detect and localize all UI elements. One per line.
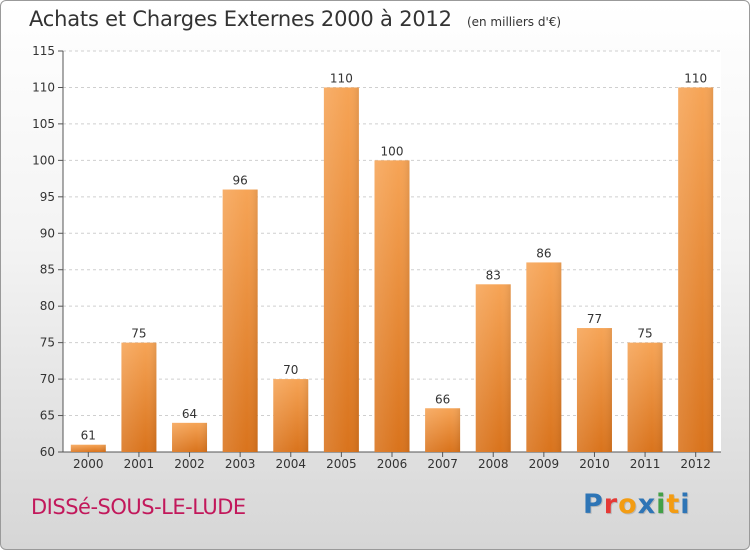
- bar-shade: [475, 284, 511, 452]
- x-tick-label: 2006: [377, 457, 408, 471]
- bar-shade: [172, 422, 208, 452]
- logo-letter: t: [666, 489, 681, 520]
- y-tick-label: 60: [40, 445, 55, 459]
- bar-value-label: 110: [330, 71, 353, 85]
- bar-shade: [526, 262, 562, 452]
- bar-value-label: 96: [233, 174, 248, 188]
- logo-letter: x: [637, 489, 657, 520]
- bar-shade: [374, 160, 410, 452]
- logo-letter: i: [656, 489, 667, 520]
- y-tick-label: 95: [40, 190, 55, 204]
- bar-shade: [323, 87, 359, 453]
- bar-shade: [425, 408, 461, 452]
- x-tick-label: 2001: [124, 457, 155, 471]
- y-tick-label: 65: [40, 409, 55, 423]
- bar-value-label: 64: [182, 407, 197, 421]
- chart-unit: (en milliers d'€): [466, 15, 562, 29]
- y-tick-label: 90: [40, 226, 55, 240]
- x-tick-label: 2008: [478, 457, 509, 471]
- y-tick-label: 100: [32, 153, 55, 167]
- title-row: Achats et Charges Externes 2000 à 2012 (…: [29, 7, 561, 31]
- proxiti-logo: Proxiti: [583, 489, 691, 520]
- logo-letter: o: [618, 489, 638, 520]
- logo-letter: r: [603, 489, 619, 520]
- chart-title: Achats et Charges Externes 2000 à 2012: [29, 7, 452, 31]
- bar-value-label: 70: [283, 363, 298, 377]
- bar-value-label: 83: [486, 268, 501, 282]
- y-tick-label: 105: [32, 117, 55, 131]
- place-name: DISSé-SOUS-LE-LUDE: [31, 495, 246, 519]
- bar-shade: [678, 87, 714, 453]
- x-tick-label: 2005: [326, 457, 357, 471]
- bar-value-label: 86: [536, 246, 551, 260]
- bar-value-label: 100: [381, 144, 404, 158]
- logo-letter: P: [583, 489, 604, 520]
- x-tick-label: 2004: [275, 457, 306, 471]
- y-tick-label: 85: [40, 263, 55, 277]
- bar-value-label: 66: [435, 392, 450, 406]
- bar-shade: [70, 444, 106, 452]
- x-tick-label: 2009: [529, 457, 560, 471]
- bar-shade: [121, 342, 157, 452]
- logo-letter: i: [680, 489, 691, 520]
- bar-value-label: 75: [131, 327, 146, 341]
- y-tick-label: 75: [40, 336, 55, 350]
- bar-shade: [627, 342, 663, 452]
- bar-value-label: 61: [81, 429, 96, 443]
- y-tick-label: 115: [32, 44, 55, 58]
- bar-value-label: 75: [637, 327, 652, 341]
- bar-shade: [273, 379, 309, 452]
- x-tick-label: 2002: [174, 457, 205, 471]
- bar-shade: [222, 189, 258, 452]
- y-tick-label: 70: [40, 372, 55, 386]
- x-tick-label: 2012: [680, 457, 711, 471]
- x-tick-label: 2000: [73, 457, 104, 471]
- x-tick-label: 2010: [579, 457, 610, 471]
- y-tick-label: 80: [40, 299, 55, 313]
- y-tick-label: 110: [32, 80, 55, 94]
- bar-value-label: 110: [684, 71, 707, 85]
- x-tick-label: 2011: [630, 457, 661, 471]
- x-tick-label: 2003: [225, 457, 256, 471]
- bar-shade: [576, 328, 612, 452]
- bar-value-label: 77: [587, 312, 602, 326]
- x-tick-label: 2007: [427, 457, 458, 471]
